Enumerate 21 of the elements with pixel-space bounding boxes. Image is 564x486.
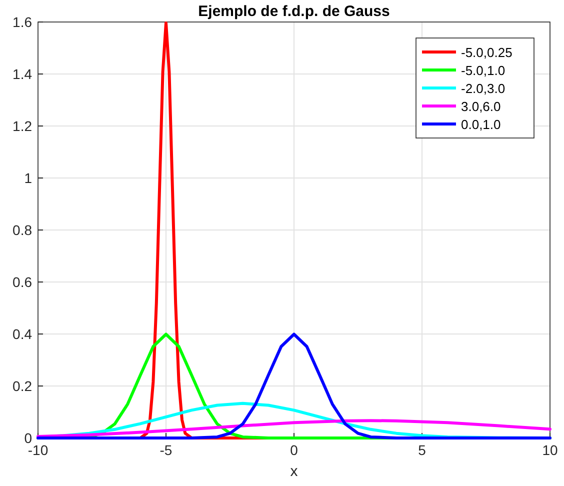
chart-title: Ejemplo de f.d.p. de Gauss: [198, 3, 390, 20]
y-tick-label: 0.6: [12, 274, 32, 290]
x-tick-label: 5: [418, 442, 426, 458]
legend-label: -5.0,1.0: [461, 63, 506, 78]
x-tick-label: -5: [160, 442, 172, 458]
legend-label: -5.0,0.25: [461, 45, 512, 60]
y-tick-label: 1.4: [12, 66, 32, 82]
legend-label: 3.0,6.0: [461, 99, 501, 114]
y-tick-label: 0.2: [12, 378, 32, 394]
line-series: [36, 419, 552, 438]
legend-label: -2.0,3.0: [461, 81, 506, 96]
line-series: [36, 332, 552, 440]
x-tick-label: 0: [290, 442, 298, 458]
y-tick-label: 0.8: [12, 222, 32, 238]
y-tick-label: 1.6: [12, 14, 32, 30]
y-tick-label: 1: [24, 170, 32, 186]
y-tick-label: 1.2: [12, 118, 32, 134]
y-tick-label: 0.4: [12, 326, 32, 342]
legend-label: 0.0,1.0: [461, 117, 501, 132]
x-tick-label: 10: [542, 442, 558, 458]
x-axis-title: x: [290, 463, 298, 480]
